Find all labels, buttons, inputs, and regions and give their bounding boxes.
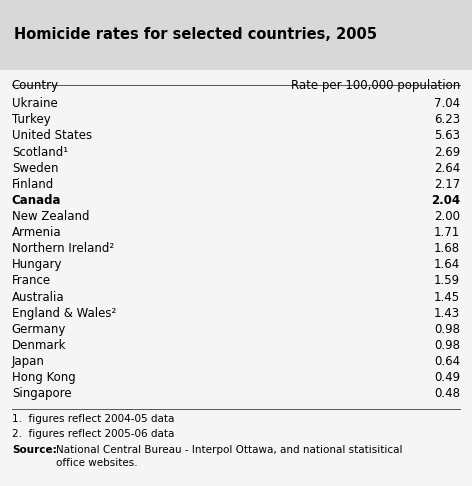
Text: England & Wales²: England & Wales² xyxy=(12,307,116,320)
Text: Sweden: Sweden xyxy=(12,162,59,174)
Text: National Central Bureau - Interpol Ottawa, and national statisitical: National Central Bureau - Interpol Ottaw… xyxy=(56,445,402,455)
Text: Source:: Source: xyxy=(12,445,57,455)
Text: Rate per 100,000 population: Rate per 100,000 population xyxy=(291,79,460,92)
Text: 2.69: 2.69 xyxy=(434,145,460,158)
Text: Hong Kong: Hong Kong xyxy=(12,371,76,384)
Text: 0.48: 0.48 xyxy=(434,387,460,400)
Text: 0.98: 0.98 xyxy=(434,323,460,336)
Text: 2.04: 2.04 xyxy=(431,194,460,207)
Text: 6.23: 6.23 xyxy=(434,113,460,126)
Text: 1.59: 1.59 xyxy=(434,275,460,287)
Text: Scotland¹: Scotland¹ xyxy=(12,145,68,158)
Text: 0.49: 0.49 xyxy=(434,371,460,384)
Text: Australia: Australia xyxy=(12,291,64,304)
Text: 1.68: 1.68 xyxy=(434,242,460,255)
Text: 1.64: 1.64 xyxy=(434,259,460,271)
Text: Homicide rates for selected countries, 2005: Homicide rates for selected countries, 2… xyxy=(14,27,377,42)
Text: 7.04: 7.04 xyxy=(434,97,460,110)
Text: New Zealand: New Zealand xyxy=(12,210,89,223)
Text: Canada: Canada xyxy=(12,194,61,207)
Text: United States: United States xyxy=(12,129,92,142)
Text: Northern Ireland²: Northern Ireland² xyxy=(12,242,114,255)
Text: Denmark: Denmark xyxy=(12,339,66,352)
Text: Ukraine: Ukraine xyxy=(12,97,58,110)
Text: Japan: Japan xyxy=(12,355,45,368)
Text: France: France xyxy=(12,275,51,287)
Text: 2.00: 2.00 xyxy=(434,210,460,223)
Text: 1.45: 1.45 xyxy=(434,291,460,304)
Text: 1.  figures reflect 2004-05 data: 1. figures reflect 2004-05 data xyxy=(12,414,174,424)
Text: Turkey: Turkey xyxy=(12,113,51,126)
Text: 0.64: 0.64 xyxy=(434,355,460,368)
Text: Country: Country xyxy=(12,79,59,92)
Text: Hungary: Hungary xyxy=(12,259,62,271)
Text: 2.  figures reflect 2005-06 data: 2. figures reflect 2005-06 data xyxy=(12,429,174,439)
Text: 2.17: 2.17 xyxy=(434,178,460,191)
Text: 2.64: 2.64 xyxy=(434,162,460,174)
Text: 1.43: 1.43 xyxy=(434,307,460,320)
Bar xyxy=(0,0,472,70)
Text: Germany: Germany xyxy=(12,323,66,336)
Text: Finland: Finland xyxy=(12,178,54,191)
Text: 5.63: 5.63 xyxy=(434,129,460,142)
Text: office websites.: office websites. xyxy=(56,458,137,468)
Text: 0.98: 0.98 xyxy=(434,339,460,352)
Text: Armenia: Armenia xyxy=(12,226,61,239)
Text: 1.71: 1.71 xyxy=(434,226,460,239)
Text: Singapore: Singapore xyxy=(12,387,71,400)
